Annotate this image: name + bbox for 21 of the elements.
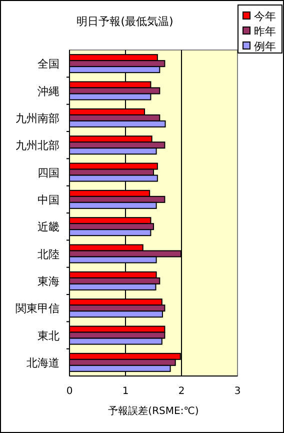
y-tick-label: 東海 — [38, 274, 60, 288]
legend-label: 昨年 — [254, 25, 276, 38]
x-tick-label: 0 — [66, 386, 73, 397]
y-tick-label: 近畿 — [38, 220, 60, 234]
x-tick-label: 2 — [178, 386, 185, 397]
y-tick-label: 東北 — [38, 329, 60, 342]
y-tick-label: 関東甲信 — [16, 302, 60, 316]
x-tick-label: 3 — [234, 386, 241, 397]
y-tick-label: 四国 — [38, 166, 60, 180]
x-axis-title: 予報誤差(RSME:℃) — [108, 405, 199, 417]
legend-label: 例年 — [254, 40, 276, 53]
y-tick-label: 九州南部 — [16, 112, 60, 125]
y-tick-label: 沖縄 — [38, 84, 60, 98]
y-tick-label: 北陸 — [38, 248, 60, 261]
y-tick-label: 中国 — [38, 193, 60, 206]
x-tick-label: 1 — [122, 386, 129, 397]
chart-title: 明日予報(最低気温) — [76, 15, 174, 28]
y-tick-label: 九州北部 — [16, 139, 60, 152]
y-tick-label: 全国 — [38, 58, 60, 71]
y-tick-label: 北海道 — [26, 356, 60, 370]
legend-label: 今年 — [254, 10, 276, 23]
